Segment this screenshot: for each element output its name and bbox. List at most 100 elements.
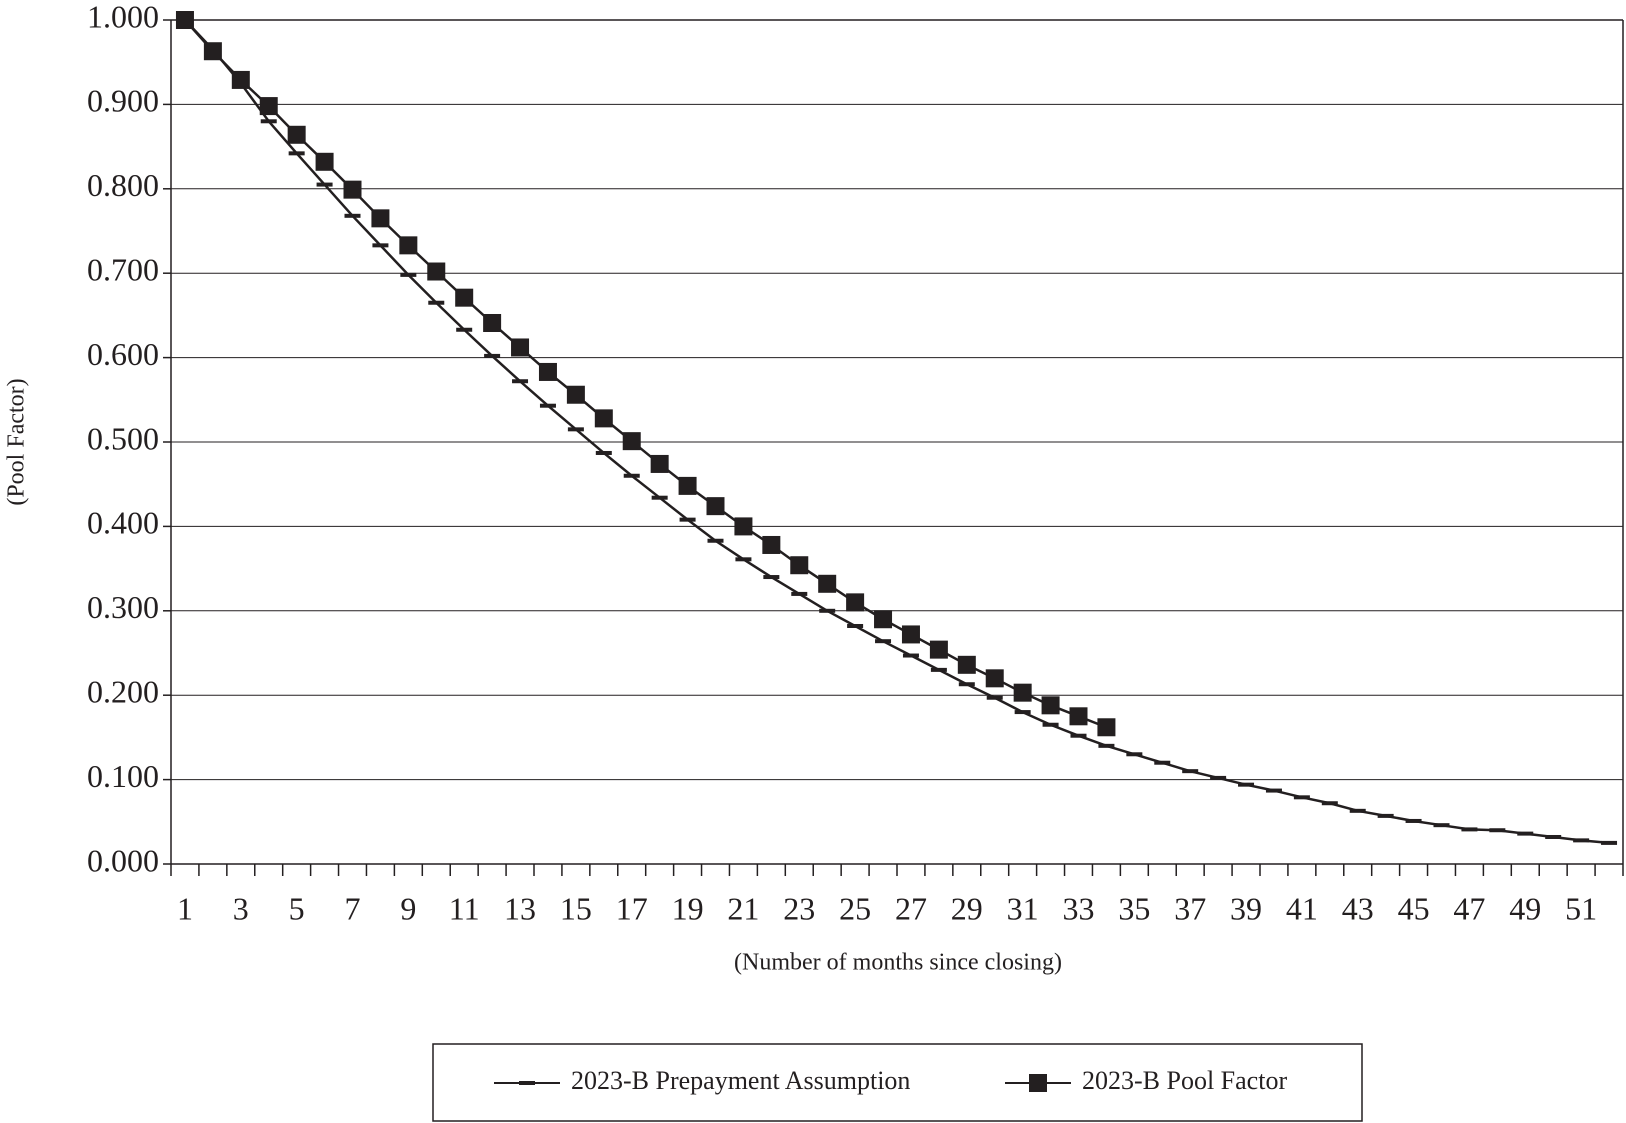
point-marker — [1489, 828, 1506, 833]
point-marker — [1601, 840, 1618, 845]
y-tick-label: 0.800 — [87, 167, 159, 203]
x-tick-label: 45 — [1398, 890, 1430, 926]
point-marker — [929, 640, 948, 659]
x-tick-label: 33 — [1063, 890, 1095, 926]
point-marker — [456, 327, 473, 332]
point-marker — [484, 353, 501, 358]
point-marker — [1042, 722, 1059, 727]
point-marker — [846, 593, 865, 612]
point-marker — [1182, 769, 1199, 774]
point-marker — [594, 409, 613, 428]
legend-box — [432, 1043, 1363, 1122]
point-marker — [483, 313, 502, 332]
point-marker — [511, 338, 530, 357]
point-marker — [847, 623, 864, 628]
point-marker — [1265, 788, 1282, 793]
point-marker — [1377, 813, 1394, 818]
x-tick-label: 23 — [783, 890, 815, 926]
x-tick-label: 49 — [1509, 890, 1541, 926]
point-marker — [231, 70, 250, 89]
point-marker — [1097, 718, 1116, 737]
point-marker — [1461, 827, 1478, 832]
point-marker — [260, 119, 277, 124]
series-line — [184, 19, 1610, 845]
x-tick-label: 25 — [839, 890, 871, 926]
point-marker — [735, 557, 752, 562]
x-tick-label: 41 — [1286, 890, 1318, 926]
x-tick-label: 37 — [1174, 890, 1206, 926]
point-marker — [1014, 710, 1031, 715]
point-marker — [399, 236, 418, 255]
x-tick-label: 35 — [1118, 890, 1150, 926]
point-marker — [1321, 801, 1338, 806]
y-tick-label: 0.600 — [87, 336, 159, 372]
point-marker — [734, 517, 753, 536]
point-marker — [930, 667, 947, 672]
x-tick-label: 47 — [1453, 890, 1485, 926]
point-marker — [400, 272, 417, 277]
point-marker — [1517, 831, 1534, 836]
y-tick-label: 0.400 — [87, 505, 159, 541]
point-marker — [706, 497, 725, 516]
point-marker — [1013, 683, 1032, 702]
point-marker — [762, 535, 781, 554]
x-tick-label: 27 — [895, 890, 927, 926]
point-marker — [316, 182, 333, 187]
point-marker — [203, 42, 222, 61]
x-tick-label: 13 — [504, 890, 536, 926]
point-marker — [790, 556, 809, 575]
point-marker — [1069, 707, 1088, 726]
point-marker — [875, 639, 892, 644]
x-tick-label: 3 — [233, 890, 249, 926]
point-marker — [567, 427, 584, 432]
point-marker — [538, 362, 557, 381]
y-tick-label: 0.300 — [87, 589, 159, 625]
point-marker — [259, 97, 278, 116]
point-marker — [455, 288, 474, 307]
point-marker — [1154, 760, 1171, 765]
y-tick-label: 0.000 — [87, 842, 159, 878]
point-marker — [901, 625, 920, 644]
point-marker — [1098, 743, 1115, 748]
point-marker — [791, 591, 808, 596]
point-marker — [622, 432, 641, 451]
point-marker — [1041, 696, 1060, 715]
point-marker — [1126, 752, 1143, 757]
point-marker — [1545, 834, 1562, 839]
point-marker — [985, 669, 1004, 688]
y-tick-label: 0.700 — [87, 252, 159, 288]
x-tick-label: 11 — [449, 890, 480, 926]
point-marker — [1405, 818, 1422, 823]
point-marker — [818, 574, 837, 593]
legend-marker — [1029, 1074, 1047, 1092]
point-marker — [707, 538, 724, 543]
point-marker — [957, 655, 976, 674]
point-marker — [678, 476, 697, 495]
x-tick-label: 1 — [177, 890, 193, 926]
x-axis-label: (Number of months since closing) — [734, 950, 1062, 976]
point-marker — [428, 300, 445, 305]
point-marker — [175, 11, 194, 29]
x-tick-label: 29 — [951, 890, 983, 926]
point-marker — [1293, 795, 1310, 800]
point-marker — [819, 608, 836, 613]
point-marker — [372, 243, 389, 248]
point-marker — [623, 473, 640, 478]
point-marker — [1238, 782, 1255, 787]
x-tick-label: 19 — [672, 890, 704, 926]
point-marker — [595, 450, 612, 455]
point-marker — [1433, 823, 1450, 828]
legend-label: 2023-B Pool Factor — [1082, 1066, 1287, 1095]
x-tick-label: 17 — [616, 890, 648, 926]
y-tick-label: 1.000 — [87, 0, 159, 34]
point-marker — [288, 151, 305, 156]
point-marker — [1070, 733, 1087, 738]
point-marker — [650, 454, 669, 473]
x-tick-label: 7 — [345, 890, 361, 926]
y-tick-label: 0.500 — [87, 420, 159, 456]
legend-marker — [519, 1081, 535, 1085]
point-marker — [343, 180, 362, 199]
point-marker — [315, 152, 334, 171]
